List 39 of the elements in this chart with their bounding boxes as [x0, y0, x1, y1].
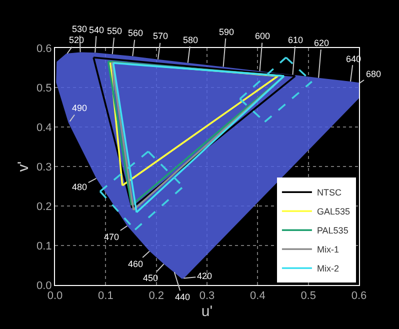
y-tick-label: 0.0 [36, 280, 52, 292]
annotation: 590 [219, 27, 234, 37]
legend-label: GAL535 [316, 206, 350, 217]
y-tick-label: 0.3 [36, 161, 52, 174]
annotation: 600 [255, 31, 270, 41]
annotation: 460 [128, 259, 144, 269]
x-tick-label: 0.5 [300, 290, 316, 302]
y-tick-label: 0.6 [36, 42, 52, 55]
annotation: 610 [288, 35, 304, 45]
annotation: 450 [143, 273, 158, 283]
annotation: 570 [153, 31, 168, 41]
annotation: 550 [107, 26, 122, 36]
annotation: 490 [72, 103, 88, 113]
legend-label: Mix-2 [316, 264, 339, 274]
y-tick-label: 0.2 [36, 200, 52, 213]
annotation: 530 [72, 24, 88, 34]
y-tick-label: 0.5 [36, 82, 52, 94]
x-tick-label: 0.6 [351, 290, 367, 302]
annotation: 540 [89, 25, 104, 35]
legend-label: NTSC [316, 188, 342, 198]
annotation: 440 [175, 292, 190, 302]
annotation: 470 [104, 232, 120, 242]
y-axis-title: v' [14, 161, 32, 172]
x-tick-label: 0.1 [98, 290, 114, 302]
annotation: 580 [183, 35, 198, 45]
annotation: 680 [366, 69, 382, 79]
x-tick-label: 0.4 [250, 290, 266, 302]
annotation: 420 [197, 271, 212, 281]
annotation: 480 [72, 182, 88, 192]
x-axis-title: u' [201, 303, 213, 320]
x-tick-label: 0.3 [199, 290, 215, 302]
x-tick-label: 0.2 [148, 290, 164, 302]
annotation: 620 [314, 38, 330, 48]
legend-label: Mix-1 [316, 244, 339, 255]
y-tick-label: 0.4 [36, 122, 52, 134]
legend-label: PAL535 [316, 226, 348, 236]
x-tick-label: 0.0 [47, 290, 63, 302]
y-tick-label: 0.1 [36, 240, 52, 252]
annotation: 560 [128, 28, 144, 38]
